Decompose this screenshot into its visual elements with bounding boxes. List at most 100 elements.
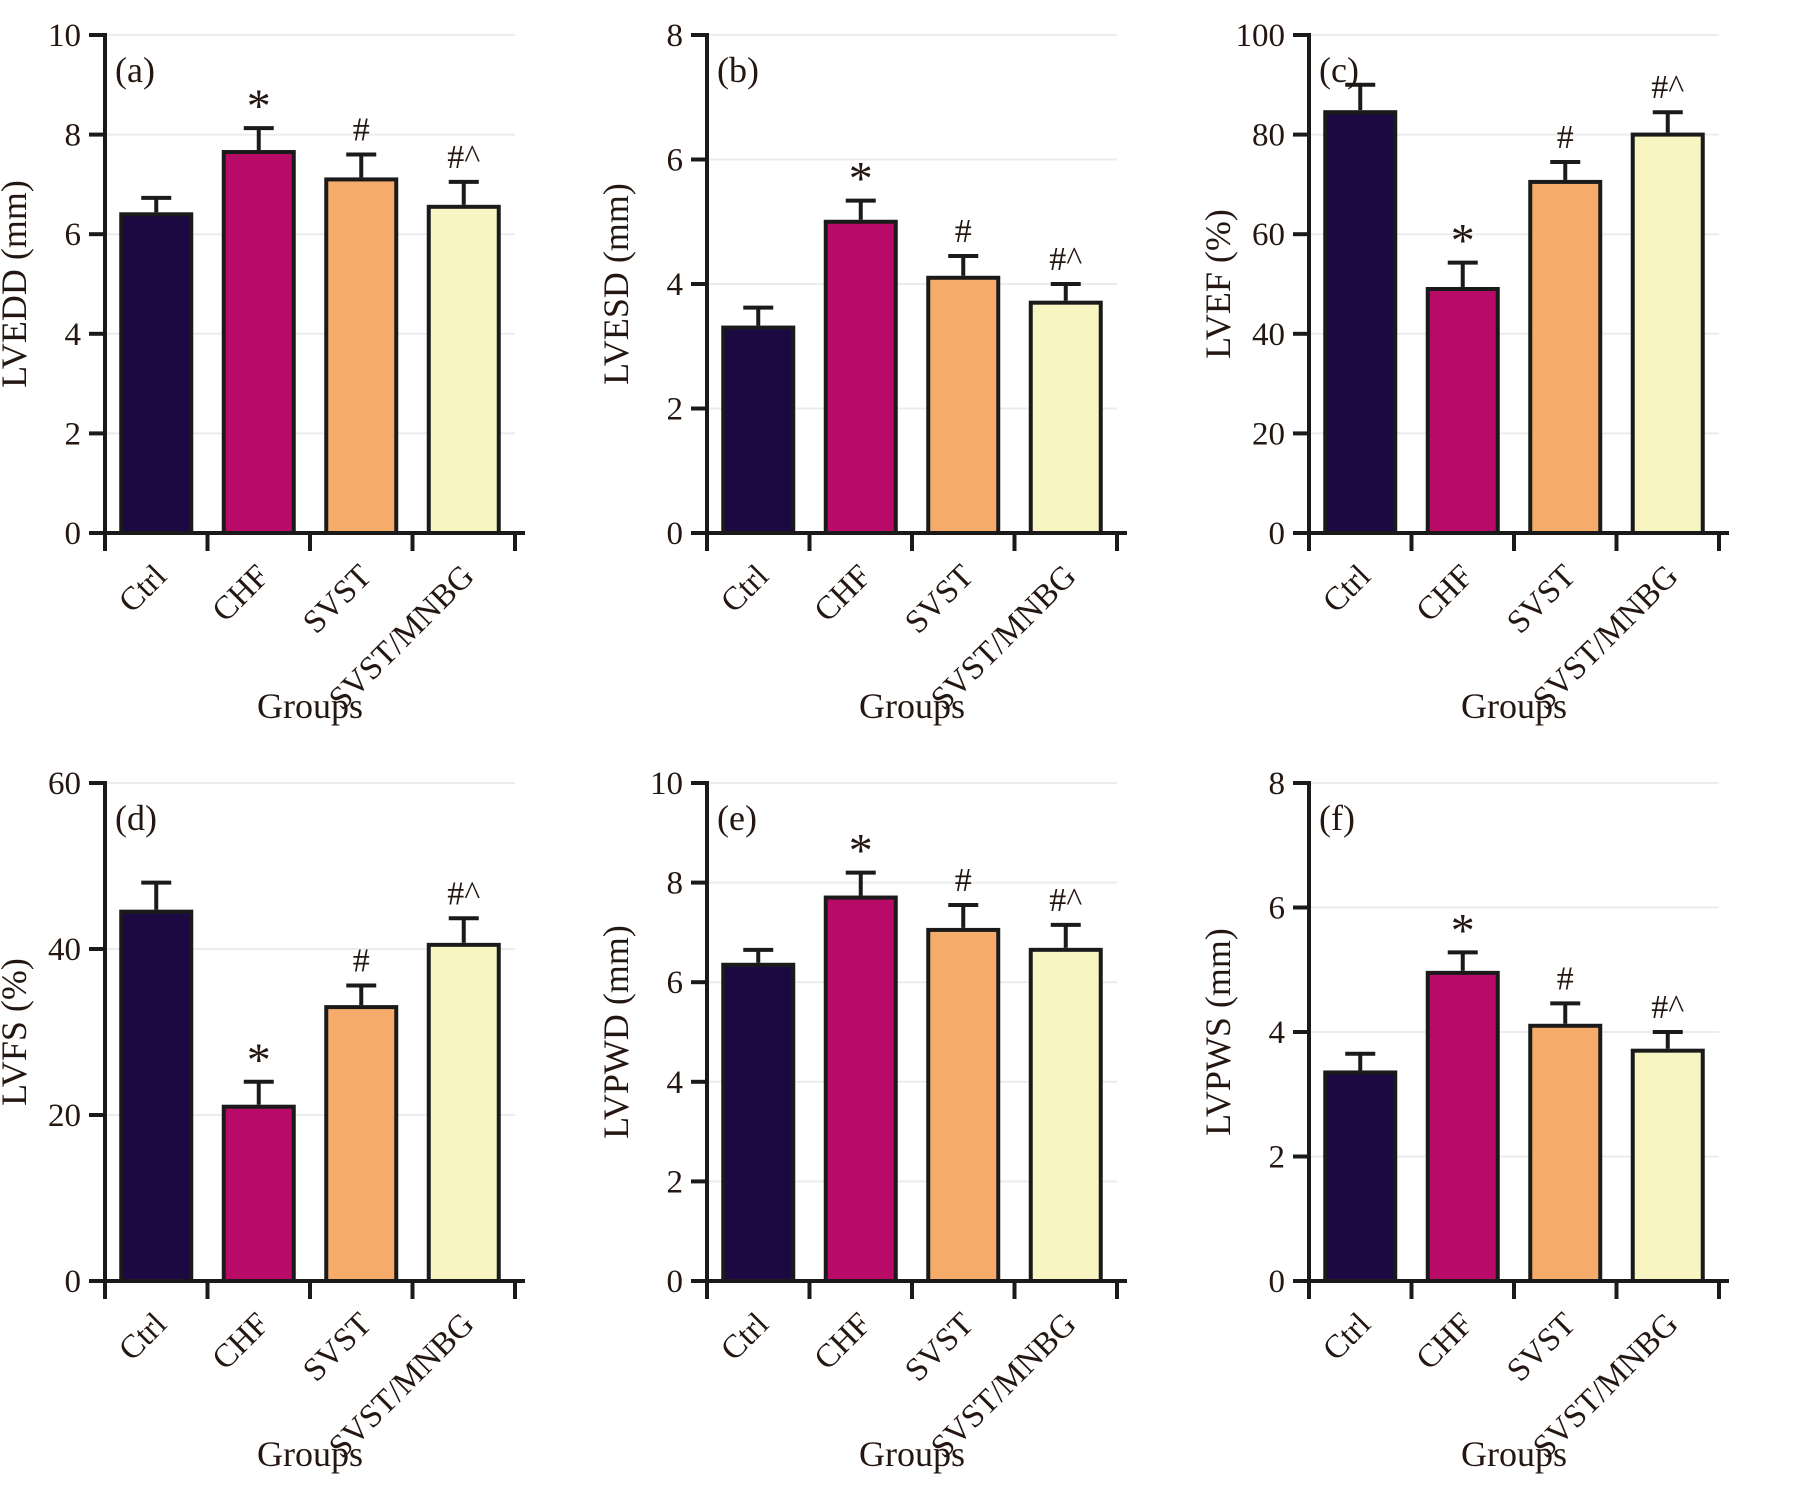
- x-axis-title: Groups: [1461, 686, 1567, 726]
- bar-SVST/MNBG: [1028, 947, 1103, 1284]
- bar-CHF: [1425, 286, 1500, 536]
- y-tick-label: 2: [65, 416, 82, 452]
- bar-SVST/MNBG: [1630, 1048, 1705, 1283]
- y-axis-title: LVPWS (mm): [1204, 928, 1238, 1136]
- bar-Ctrl: [119, 909, 194, 1283]
- bar-CHF: [823, 219, 898, 535]
- bar-SVST: [1528, 179, 1603, 535]
- significance-marker-CHF: *: [1451, 215, 1475, 268]
- y-tick-label: 10: [650, 766, 683, 802]
- y-tick-label: 80: [1252, 118, 1285, 154]
- y-tick-label: 2: [667, 392, 684, 428]
- x-tick-label-CHF: CHF: [808, 1306, 879, 1377]
- bar-Ctrl: [1323, 110, 1398, 535]
- panel-letter: (f): [1319, 798, 1355, 838]
- x-axis-title: Groups: [859, 1434, 965, 1474]
- x-tick-label-Ctrl: Ctrl: [112, 1306, 174, 1368]
- significance-marker-SVST: #: [1557, 119, 1574, 156]
- y-axis-title: LVPWD (mm): [602, 925, 636, 1139]
- significance-marker-SVST/MNBG: #^: [1049, 241, 1082, 278]
- x-tick-label-SVST: SVST: [898, 558, 981, 641]
- x-tick-label-CHF: CHF: [1410, 558, 1481, 629]
- bar-SVST: [324, 1005, 399, 1283]
- bar-SVST: [324, 177, 399, 535]
- x-axis-title: Groups: [1461, 1434, 1567, 1474]
- x-tick-label-SVST: SVST: [296, 1306, 379, 1389]
- y-tick-label: 6: [1269, 891, 1286, 927]
- x-tick-label-CHF: CHF: [1410, 1306, 1481, 1377]
- y-tick-label: 6: [65, 217, 82, 253]
- y-tick-label: 4: [1269, 1015, 1286, 1051]
- significance-marker-SVST/MNBG: #^: [447, 875, 480, 912]
- y-tick-label: 0: [65, 1264, 82, 1300]
- x-axis-title: Groups: [859, 686, 965, 726]
- y-tick-label: 8: [667, 18, 684, 54]
- bar-CHF: [221, 150, 296, 535]
- y-tick-label: 60: [48, 766, 81, 802]
- bar-SVST: [926, 275, 1001, 535]
- significance-marker-SVST/MNBG: #^: [1049, 882, 1082, 919]
- y-tick-label: 4: [667, 267, 684, 303]
- significance-marker-SVST: #: [955, 862, 972, 899]
- y-tick-label: 8: [65, 118, 82, 154]
- panel-letter: (c): [1319, 50, 1359, 90]
- significance-marker-CHF: *: [849, 825, 873, 878]
- x-tick-label-CHF: CHF: [206, 1306, 277, 1377]
- significance-marker-SVST: #: [353, 112, 370, 149]
- significance-marker-CHF: *: [247, 1034, 271, 1087]
- bar-Ctrl: [721, 962, 796, 1284]
- y-tick-label: 20: [48, 1098, 81, 1134]
- x-tick-label-Ctrl: Ctrl: [112, 558, 174, 620]
- y-tick-label: 40: [48, 932, 81, 968]
- bar-Ctrl: [721, 325, 796, 536]
- x-axis-title: Groups: [257, 686, 363, 726]
- y-tick-label: 2: [667, 1164, 684, 1200]
- bar-Ctrl: [119, 212, 194, 535]
- x-tick-label-SVST: SVST: [898, 1306, 981, 1389]
- y-tick-label: 0: [1269, 1264, 1286, 1300]
- significance-marker-SVST/MNBG: #^: [1651, 989, 1684, 1026]
- y-axis-title: LVESD (mm): [602, 183, 636, 385]
- y-tick-label: 8: [1269, 766, 1286, 802]
- y-axis-title: LVEDD (mm): [0, 180, 34, 388]
- significance-marker-CHF: *: [247, 80, 271, 133]
- y-tick-label: 40: [1252, 317, 1285, 353]
- significance-marker-CHF: *: [1451, 904, 1475, 957]
- y-tick-label: 0: [1269, 516, 1286, 552]
- y-axis-title: LVEF (%): [1204, 209, 1238, 359]
- y-tick-label: 6: [667, 143, 684, 179]
- x-tick-label-Ctrl: Ctrl: [714, 1306, 776, 1368]
- bar-SVST: [926, 927, 1001, 1283]
- y-axis-title: LVFS (%): [0, 958, 34, 1106]
- bar-CHF: [823, 895, 898, 1283]
- y-tick-label: 0: [667, 1264, 684, 1300]
- significance-marker-SVST: #: [1557, 960, 1574, 997]
- panel-letter: (a): [115, 50, 155, 90]
- y-tick-label: 0: [65, 516, 82, 552]
- significance-marker-SVST/MNBG: #^: [1651, 69, 1684, 106]
- bar-CHF: [221, 1104, 296, 1284]
- bar-SVST/MNBG: [1028, 300, 1103, 535]
- y-tick-label: 60: [1252, 217, 1285, 253]
- bar-SVST: [1528, 1023, 1603, 1283]
- x-tick-label-CHF: CHF: [808, 558, 879, 629]
- y-tick-label: 2: [1269, 1140, 1286, 1176]
- x-tick-label-SVST: SVST: [296, 558, 379, 641]
- x-tick-label-SVST: SVST: [1500, 1306, 1583, 1389]
- y-tick-label: 0: [667, 516, 684, 552]
- significance-marker-SVST: #: [955, 213, 972, 250]
- x-tick-label-CHF: CHF: [206, 558, 277, 629]
- significance-marker-SVST/MNBG: #^: [447, 139, 480, 176]
- significance-marker-SVST: #: [353, 943, 370, 980]
- bar-SVST/MNBG: [426, 204, 501, 535]
- panel-letter: (e): [717, 798, 757, 838]
- bar-SVST/MNBG: [426, 942, 501, 1283]
- bar-CHF: [1425, 970, 1500, 1284]
- bar-Ctrl: [1323, 1070, 1398, 1283]
